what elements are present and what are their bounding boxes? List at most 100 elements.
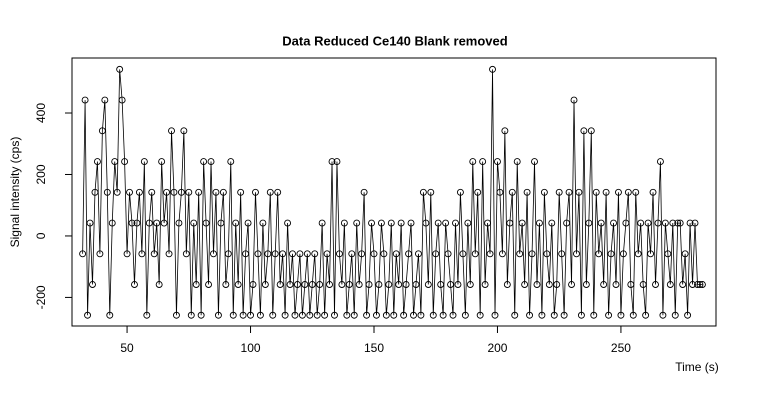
data-point [491, 311, 499, 319]
data-point [153, 219, 161, 227]
data-point [311, 250, 319, 258]
data-point [135, 188, 143, 196]
data-point [212, 188, 220, 196]
data-point [637, 219, 645, 227]
data-point [513, 158, 521, 166]
data-point [686, 219, 694, 227]
data-point [219, 188, 227, 196]
data-point [454, 281, 462, 288]
data-point [402, 281, 410, 288]
data-point [331, 311, 338, 319]
data-point [224, 250, 232, 258]
data-point [148, 188, 156, 196]
data-point [698, 281, 706, 288]
data-point [627, 281, 635, 288]
data-point [91, 188, 99, 196]
data-point [543, 250, 551, 258]
data-point [242, 250, 250, 258]
data-point [296, 250, 304, 258]
data-point [138, 250, 146, 258]
data-point [108, 219, 116, 227]
data-point [679, 281, 687, 288]
data-point [266, 188, 274, 196]
data-point [234, 281, 242, 288]
data-point [84, 311, 92, 319]
data-point [516, 250, 524, 258]
data-point [210, 250, 217, 258]
data-point [669, 219, 677, 227]
data-point [131, 281, 138, 288]
data-point [318, 219, 326, 227]
data-point [639, 281, 647, 288]
chart-title: Data Reduced Ce140 Blank removed [282, 33, 507, 48]
data-point [170, 188, 178, 196]
data-point [577, 311, 585, 319]
data-point [582, 281, 590, 288]
data-point [308, 281, 316, 288]
series-line [82, 69, 703, 316]
data-point [143, 311, 151, 319]
data-point [249, 281, 257, 288]
data-point [345, 281, 353, 288]
data-point [523, 188, 531, 196]
data-point [444, 250, 452, 258]
data-point [617, 311, 625, 319]
data-point [585, 219, 593, 227]
data-point [237, 188, 245, 196]
data-point [575, 188, 583, 196]
data-point [642, 311, 650, 319]
data-point [133, 219, 141, 227]
data-point [461, 311, 469, 319]
data-point [439, 311, 447, 319]
x-tick-label: 200 [487, 341, 507, 355]
data-point [622, 219, 630, 227]
data-point [632, 188, 640, 196]
data-point [358, 250, 366, 258]
data-point [375, 281, 383, 288]
data-point [452, 219, 459, 227]
data-point [671, 311, 679, 319]
data-point [106, 311, 114, 319]
data-point [353, 219, 361, 227]
data-point [182, 250, 190, 258]
data-point [526, 311, 534, 319]
data-point [521, 281, 529, 288]
data-point [350, 311, 358, 319]
data-point [155, 281, 163, 288]
data-point [570, 96, 578, 104]
data-point [326, 281, 334, 288]
data-point [335, 250, 343, 258]
data-point [202, 219, 210, 227]
data-point [649, 188, 657, 196]
data-point [624, 188, 632, 196]
data-point [217, 219, 225, 227]
data-point [659, 311, 667, 319]
x-tick-label: 250 [611, 341, 631, 355]
data-point [274, 188, 282, 196]
data-point [343, 311, 351, 319]
data-point [464, 219, 472, 227]
data-point [382, 311, 390, 319]
data-point [93, 158, 101, 166]
data-point [592, 188, 600, 196]
data-point [654, 219, 662, 227]
data-point [481, 281, 489, 288]
data-point [656, 158, 664, 166]
data-point [558, 250, 566, 258]
data-point [602, 188, 610, 196]
data-point [619, 250, 627, 258]
data-point [293, 281, 301, 288]
data-point [696, 281, 704, 288]
data-point [674, 219, 682, 227]
data-point [256, 311, 264, 319]
data-point [340, 219, 348, 227]
data-point [145, 219, 153, 227]
data-point [419, 188, 427, 196]
data-point [385, 281, 393, 288]
data-point [116, 65, 124, 73]
data-point [328, 158, 336, 166]
data-point [506, 219, 514, 227]
data-point [301, 281, 309, 288]
data-point [407, 219, 415, 227]
